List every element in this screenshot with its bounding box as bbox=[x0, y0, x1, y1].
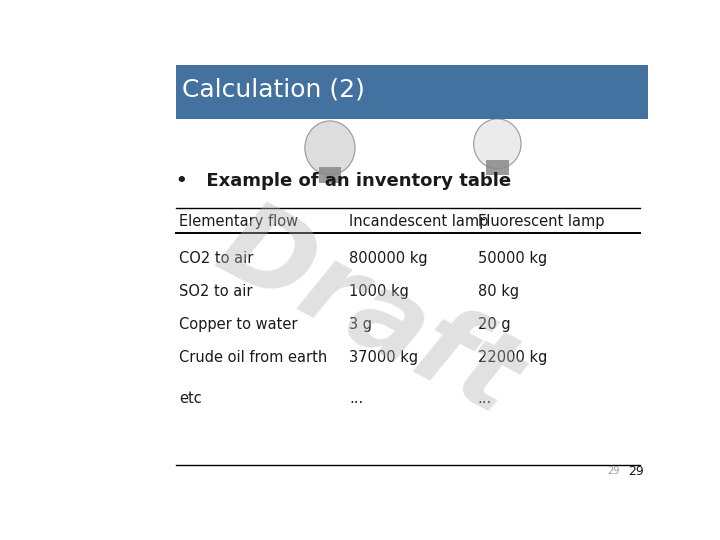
Text: 800000 kg: 800000 kg bbox=[349, 251, 428, 266]
Text: 80 kg: 80 kg bbox=[478, 284, 519, 299]
Text: 22000 kg: 22000 kg bbox=[478, 350, 547, 366]
Text: ...: ... bbox=[478, 391, 492, 406]
Text: 37000 kg: 37000 kg bbox=[349, 350, 418, 366]
Text: SO2 to air: SO2 to air bbox=[179, 284, 253, 299]
Text: Calculation (2): Calculation (2) bbox=[182, 77, 365, 101]
Text: CO2 to air: CO2 to air bbox=[179, 251, 253, 266]
Ellipse shape bbox=[474, 119, 521, 168]
Text: Crude oil from earth: Crude oil from earth bbox=[179, 350, 328, 366]
Text: 20 g: 20 g bbox=[478, 317, 510, 332]
Text: 1000 kg: 1000 kg bbox=[349, 284, 410, 299]
Text: •   Example of an inventory table: • Example of an inventory table bbox=[176, 172, 512, 190]
Text: 50000 kg: 50000 kg bbox=[478, 251, 547, 266]
Bar bbox=[176, 65, 648, 119]
Text: Elementary flow: Elementary flow bbox=[179, 214, 298, 230]
Text: 3 g: 3 g bbox=[349, 317, 372, 332]
Text: etc: etc bbox=[179, 391, 202, 406]
Bar bbox=[319, 167, 341, 183]
Text: Incandescent lamp: Incandescent lamp bbox=[349, 214, 489, 230]
Text: Fluorescent lamp: Fluorescent lamp bbox=[478, 214, 604, 230]
Text: ...: ... bbox=[349, 391, 364, 406]
Text: 29: 29 bbox=[629, 465, 644, 478]
Ellipse shape bbox=[305, 121, 355, 175]
Text: Copper to water: Copper to water bbox=[179, 317, 298, 332]
Bar bbox=[486, 160, 508, 175]
Text: Draft: Draft bbox=[201, 191, 537, 437]
Text: 29: 29 bbox=[607, 467, 620, 476]
